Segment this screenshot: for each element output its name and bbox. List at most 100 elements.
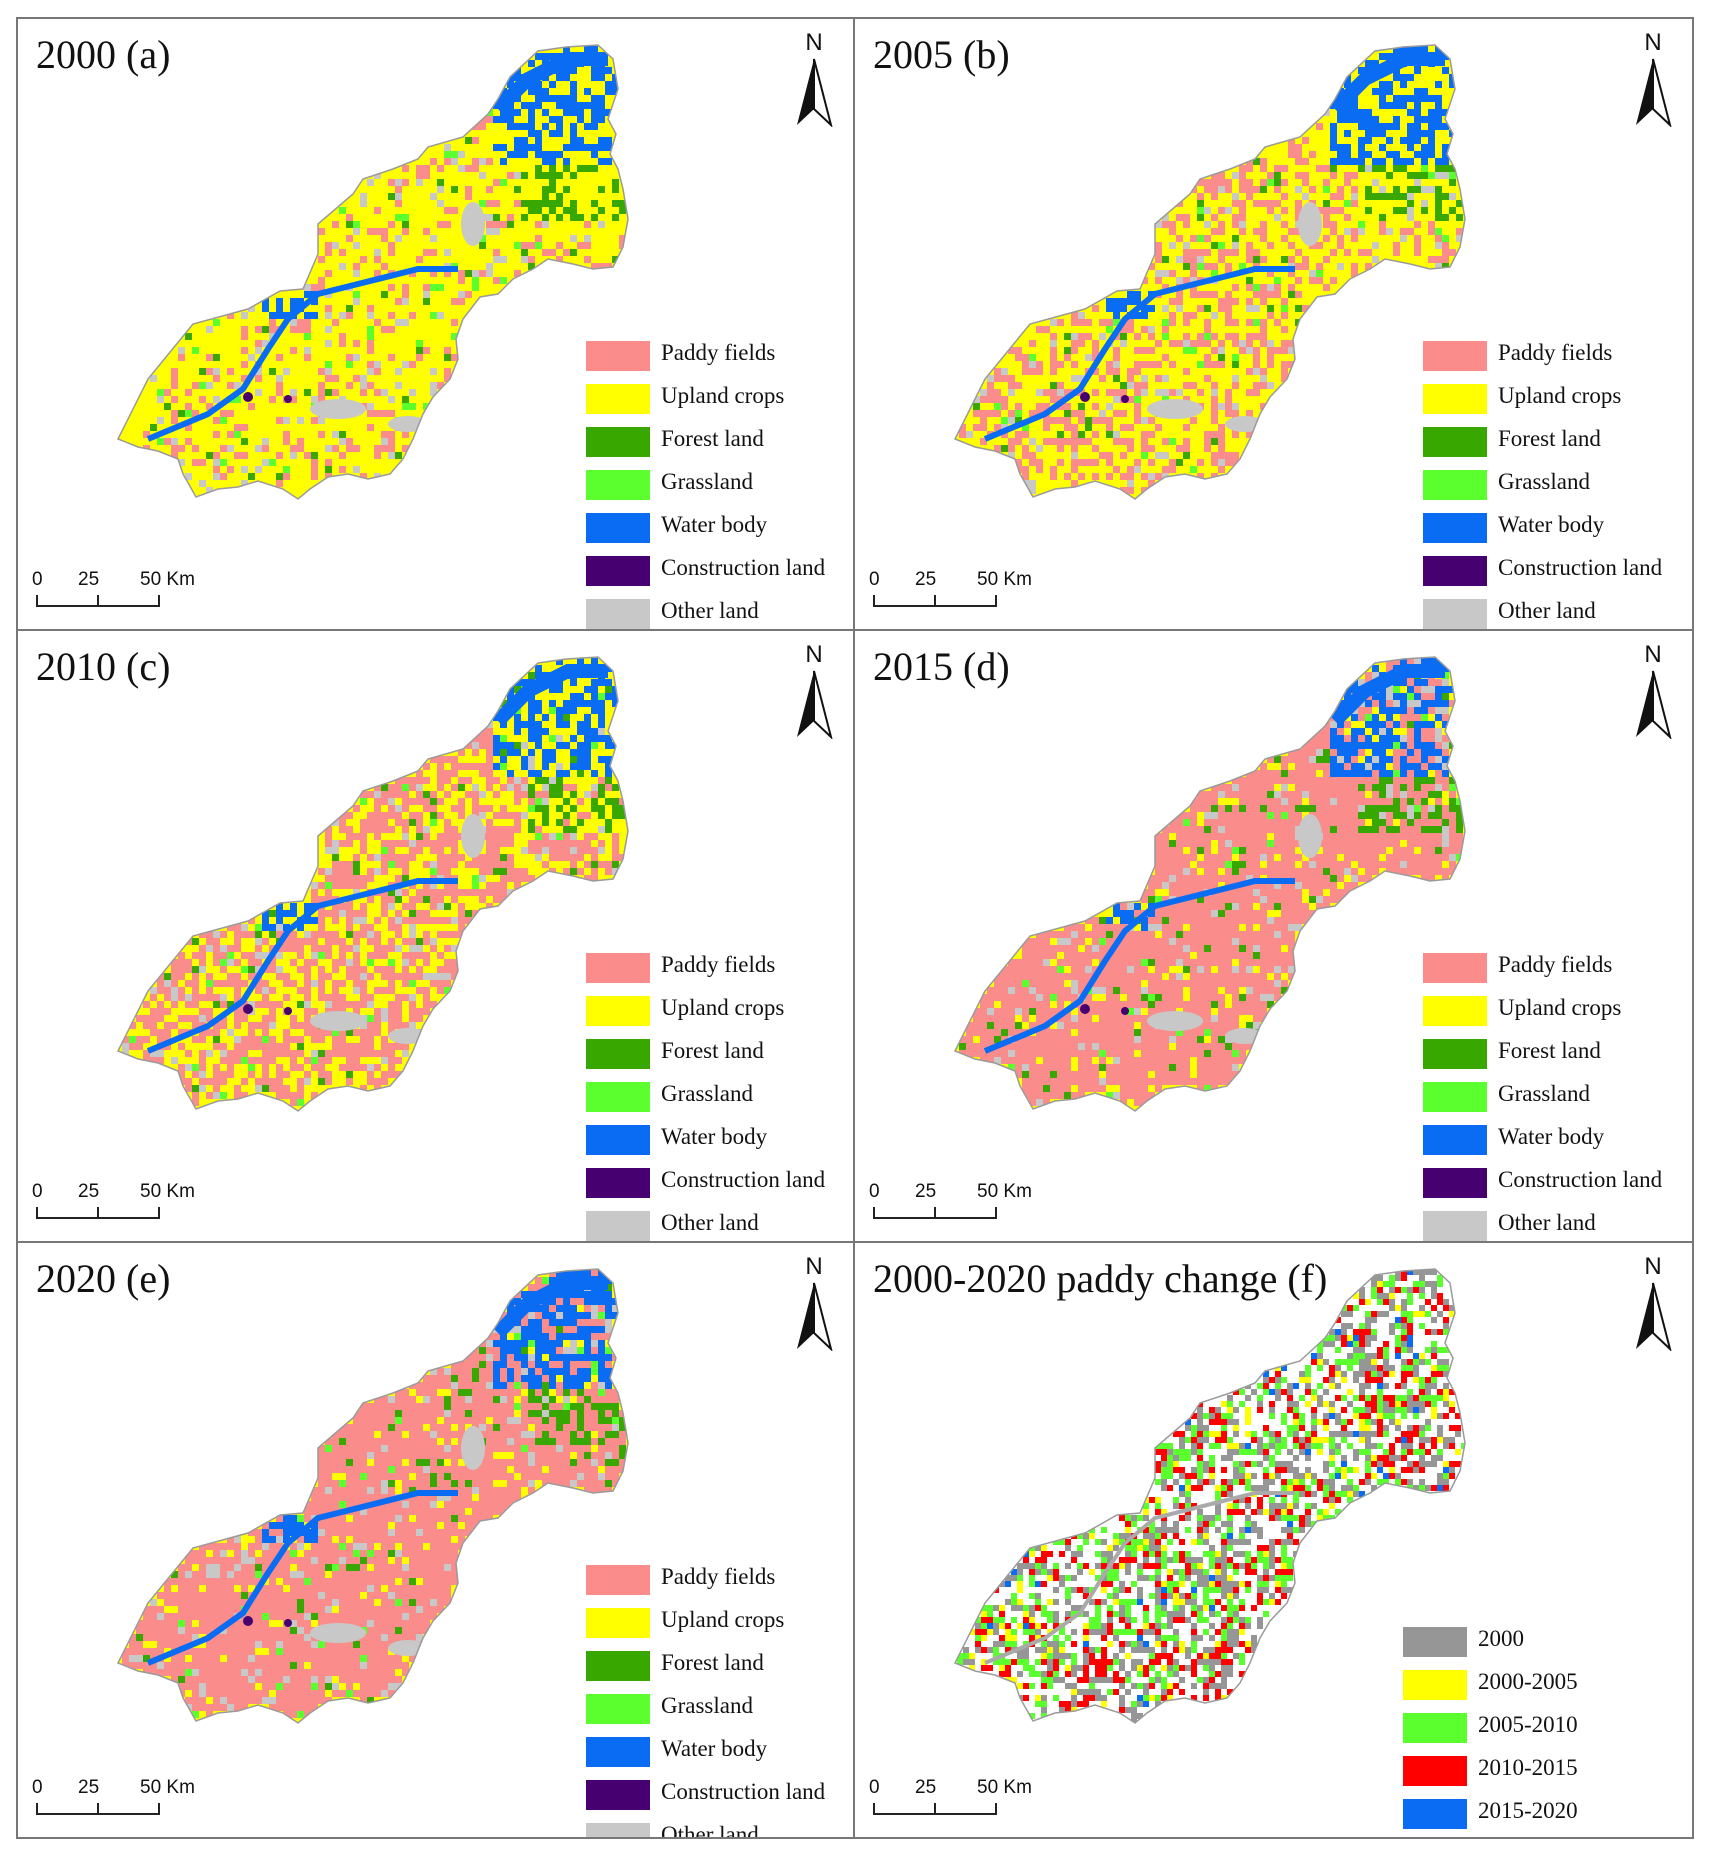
- map-cell: [297, 326, 304, 333]
- map-cell: [143, 410, 150, 417]
- map-cell: [493, 798, 500, 805]
- map-cell: [1183, 319, 1190, 326]
- map-cell: [388, 277, 395, 284]
- map-cell: [479, 256, 486, 263]
- map-cell: [1428, 88, 1435, 95]
- map-cell: [269, 333, 276, 340]
- map-cell: [1393, 116, 1400, 123]
- map-cell: [563, 707, 570, 714]
- map-cell: [1029, 445, 1036, 452]
- map-cell: [367, 431, 374, 438]
- map-cell: [1281, 305, 1288, 312]
- map-cell: [1267, 277, 1274, 284]
- map-cell: [283, 410, 290, 417]
- map-cell: [1106, 319, 1113, 326]
- map-cell: [1302, 284, 1309, 291]
- map-cell: [598, 116, 605, 123]
- map-cell: [192, 347, 199, 354]
- map-cell: [570, 847, 577, 854]
- map-cell: [381, 242, 388, 249]
- map-cell: [402, 410, 409, 417]
- map-cell: [318, 854, 325, 861]
- map-cell: [409, 270, 416, 277]
- map-cell: [1288, 228, 1295, 235]
- map-cell: [591, 798, 598, 805]
- legend-item: Construction land: [1423, 552, 1688, 595]
- map-cell: [1190, 459, 1197, 466]
- map-cell: [563, 784, 570, 791]
- map-cell: [1309, 193, 1316, 200]
- map-cell: [1043, 326, 1050, 333]
- map-cell: [346, 249, 353, 256]
- map-cell: [1127, 305, 1134, 312]
- map-cell: [1330, 277, 1337, 284]
- map-cell: [458, 805, 465, 812]
- map-cell: [479, 777, 486, 784]
- map-cell: [325, 424, 332, 431]
- map-cell: [444, 256, 451, 263]
- map-cell: [1197, 459, 1204, 466]
- map-cell: [1316, 291, 1323, 298]
- map-cell: [290, 361, 297, 368]
- map-cell: [535, 672, 542, 679]
- map-cell: [980, 389, 987, 396]
- map-cell: [1183, 256, 1190, 263]
- map-cell: [1295, 284, 1302, 291]
- map-cell: [1176, 354, 1183, 361]
- map-cell: [479, 749, 486, 756]
- map-cell: [290, 473, 297, 480]
- map-cell: [1029, 375, 1036, 382]
- map-cell: [591, 228, 598, 235]
- map-cell: [1372, 130, 1379, 137]
- map-cell: [549, 693, 556, 700]
- map-cell: [1379, 81, 1386, 88]
- map-cell: [409, 242, 416, 249]
- map-cell: [1113, 410, 1120, 417]
- map-cell: [1302, 137, 1309, 144]
- map-cell: [493, 784, 500, 791]
- map-cell: [1337, 151, 1344, 158]
- map-cell: [171, 431, 178, 438]
- map-cell: [465, 284, 472, 291]
- map-cell: [549, 74, 556, 81]
- map-cell: [325, 375, 332, 382]
- map-cell: [1036, 368, 1043, 375]
- legend-item: Forest land: [1423, 423, 1688, 466]
- map-cell: [1204, 375, 1211, 382]
- map-cell: [339, 466, 346, 473]
- map-cell: [1428, 95, 1435, 102]
- map-cell: [521, 109, 528, 116]
- map-cell: [1288, 151, 1295, 158]
- map-cell: [1176, 424, 1183, 431]
- map-cell: [612, 693, 619, 700]
- map-cell: [318, 466, 325, 473]
- map-cell: [1036, 459, 1043, 466]
- map-cell: [1099, 403, 1106, 410]
- map-cell: [227, 368, 234, 375]
- map-cell: [493, 158, 500, 165]
- map-cell: [318, 228, 325, 235]
- map-cell: [367, 347, 374, 354]
- map-cell: [479, 130, 486, 137]
- map-cell: [1134, 291, 1141, 298]
- map-cell: [220, 417, 227, 424]
- map-cell: [402, 312, 409, 319]
- map-cell: [486, 784, 493, 791]
- map-cell: [591, 186, 598, 193]
- map-cell: [514, 207, 521, 214]
- map-cell: [409, 277, 416, 284]
- map-cell: [1246, 319, 1253, 326]
- map-cell: [409, 382, 416, 389]
- other-land-patch: [1298, 202, 1322, 246]
- map-cell: [430, 389, 437, 396]
- map-cell: [493, 728, 500, 735]
- map-cell: [980, 424, 987, 431]
- map-cell: [500, 826, 507, 833]
- map-cell: [1225, 228, 1232, 235]
- map-cell: [1127, 466, 1134, 473]
- map-cell: [332, 452, 339, 459]
- map-cell: [402, 284, 409, 291]
- map-cell: [1099, 417, 1106, 424]
- map-cell: [577, 777, 584, 784]
- map-cell: [549, 158, 556, 165]
